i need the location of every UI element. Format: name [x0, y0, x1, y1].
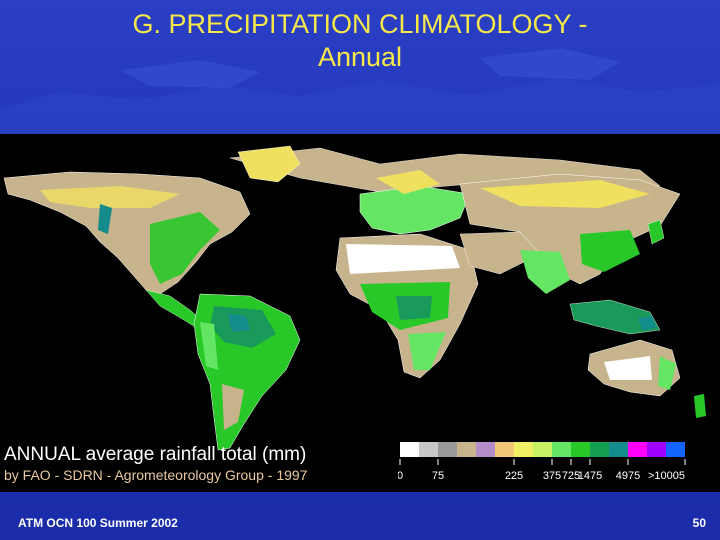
legend-swatch — [571, 442, 590, 457]
legend-tick-label: 0 — [398, 470, 403, 482]
na-east-wet — [150, 212, 220, 284]
legend-tick-label: 4975 — [616, 470, 640, 482]
amazon-extreme — [228, 314, 250, 332]
japan — [647, 219, 665, 245]
new-guinea-extreme — [638, 316, 656, 330]
europe-north — [376, 170, 440, 194]
greenland — [237, 145, 301, 183]
congo-very-wet — [396, 296, 432, 320]
legend-tick-label: 725 — [562, 470, 580, 482]
legend-swatch — [419, 442, 438, 457]
legend-swatch — [476, 442, 495, 457]
legend-tick-label: 75 — [432, 470, 444, 482]
legend-swatch — [590, 442, 609, 457]
rainfall-map-panel — [0, 134, 720, 492]
legend-swatch — [514, 442, 533, 457]
caption-source: by FAO - SDRN - Agrometeorology Group - … — [4, 467, 308, 483]
slide-title-line2: Annual — [317, 42, 403, 72]
title-decoration — [0, 48, 720, 135]
legend-swatch — [400, 442, 419, 457]
slide-title-line1: G. PRECIPITATION CLIMATOLOGY - — [132, 9, 588, 39]
legend-tick-label: 375 — [543, 470, 561, 482]
legend-swatch — [609, 442, 628, 457]
legend-swatch — [628, 442, 647, 457]
sa-south-dry — [222, 384, 244, 430]
new-zealand — [694, 394, 706, 418]
legend-swatch — [533, 442, 552, 457]
legend-tick-label: 1475 — [578, 470, 602, 482]
slide-title: G. PRECIPITATION CLIMATOLOGY - Annual — [0, 8, 720, 74]
south-asia-wet — [520, 250, 570, 294]
legend-swatch — [552, 442, 571, 457]
legend-tick-label: >10005 — [648, 470, 685, 482]
world-rainfall-map — [0, 134, 720, 492]
legend-swatch — [438, 442, 457, 457]
na-west-coast — [98, 204, 112, 234]
footer-page-number: 50 — [692, 516, 706, 530]
legend-tick-label: 225 — [505, 470, 523, 482]
map-caption: ANNUAL average rainfall total (mm) by FA… — [4, 444, 384, 484]
sahara-desert — [346, 244, 460, 274]
sa-north-moist — [200, 322, 218, 370]
australia-east-wet — [658, 356, 676, 390]
east-asia-wet — [580, 230, 640, 272]
africa-south — [408, 332, 446, 370]
footer-course-label: ATM OCN 100 Summer 2002 — [18, 516, 178, 530]
middle-east — [459, 231, 541, 275]
legend-swatch — [457, 442, 476, 457]
europe — [359, 185, 471, 235]
legend-swatches — [400, 442, 685, 457]
maritime-continent — [569, 299, 661, 335]
australia-desert — [604, 356, 652, 380]
na-north-moist — [40, 186, 180, 208]
siberia-moist — [480, 180, 650, 208]
legend-swatch — [495, 442, 514, 457]
caption-title: ANNUAL average rainfall total (mm) — [4, 444, 307, 465]
legend-swatch — [647, 442, 666, 457]
legend-swatch — [666, 442, 685, 457]
